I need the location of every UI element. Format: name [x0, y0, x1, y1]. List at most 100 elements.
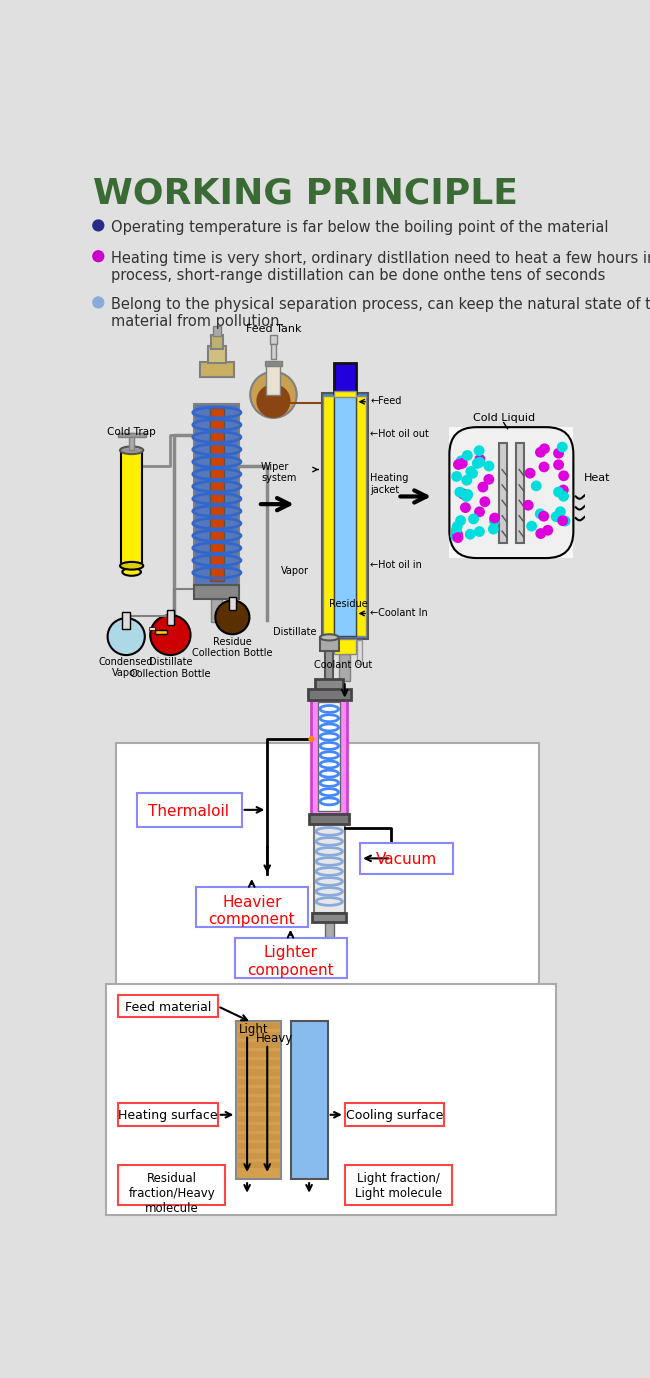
Bar: [357, 641, 362, 664]
Circle shape: [557, 515, 568, 526]
Bar: [309, 813, 350, 824]
Text: ←Hot oil in: ←Hot oil in: [370, 561, 422, 570]
Circle shape: [558, 485, 569, 496]
Bar: [312, 914, 346, 922]
FancyBboxPatch shape: [137, 792, 242, 827]
FancyBboxPatch shape: [344, 1164, 452, 1204]
Bar: [320, 639, 339, 652]
Text: ←Hot oil out: ←Hot oil out: [370, 430, 429, 440]
FancyBboxPatch shape: [118, 1104, 218, 1126]
Circle shape: [451, 525, 462, 536]
Text: Heavy: Heavy: [255, 1032, 293, 1045]
Circle shape: [558, 470, 569, 481]
Bar: [122, 612, 130, 628]
Text: Heating
jacket: Heating jacket: [370, 474, 409, 495]
Circle shape: [256, 384, 291, 418]
Circle shape: [455, 515, 466, 526]
Bar: [211, 599, 222, 621]
FancyBboxPatch shape: [449, 427, 573, 558]
Text: Heavier
component: Heavier component: [209, 894, 295, 927]
Circle shape: [215, 601, 250, 634]
Bar: [194, 586, 239, 599]
Text: Lighter
component: Lighter component: [247, 945, 334, 978]
Ellipse shape: [449, 427, 573, 451]
Circle shape: [535, 446, 546, 457]
Circle shape: [454, 486, 465, 497]
Circle shape: [308, 736, 315, 743]
Bar: [121, 451, 142, 566]
Circle shape: [452, 529, 463, 539]
Circle shape: [108, 619, 145, 655]
Text: Vapor: Vapor: [281, 566, 309, 576]
Circle shape: [489, 513, 500, 524]
Circle shape: [93, 220, 104, 230]
Circle shape: [150, 615, 190, 655]
Circle shape: [462, 451, 473, 460]
Circle shape: [489, 515, 500, 526]
Circle shape: [557, 442, 567, 452]
Circle shape: [484, 474, 494, 485]
Circle shape: [465, 466, 476, 477]
Bar: [315, 679, 343, 690]
Circle shape: [539, 444, 550, 455]
Bar: [238, 1097, 280, 1104]
Bar: [129, 433, 134, 451]
Circle shape: [525, 467, 536, 478]
Bar: [207, 346, 226, 364]
Circle shape: [558, 491, 569, 502]
Bar: [291, 1021, 328, 1178]
Bar: [238, 1116, 280, 1122]
Circle shape: [474, 526, 485, 537]
Text: Vacuum: Vacuum: [376, 852, 437, 867]
Circle shape: [526, 521, 537, 532]
Bar: [311, 700, 347, 813]
Circle shape: [542, 525, 553, 536]
Bar: [200, 361, 234, 378]
Bar: [213, 325, 221, 336]
Circle shape: [553, 459, 564, 470]
Bar: [339, 655, 350, 681]
Bar: [229, 597, 236, 610]
Ellipse shape: [122, 568, 141, 576]
Ellipse shape: [322, 938, 337, 944]
Bar: [166, 609, 174, 626]
Bar: [334, 364, 356, 393]
Circle shape: [452, 532, 463, 543]
Circle shape: [474, 456, 485, 467]
Circle shape: [536, 528, 546, 539]
Circle shape: [538, 511, 549, 522]
Bar: [318, 701, 340, 812]
Text: Distillate
Collection Bottle: Distillate Collection Bottle: [130, 657, 211, 679]
Text: Wiper
system: Wiper system: [261, 462, 296, 484]
Bar: [236, 1021, 281, 1178]
Circle shape: [551, 511, 562, 522]
Bar: [322, 393, 368, 639]
Circle shape: [560, 515, 571, 526]
Bar: [238, 1032, 280, 1039]
Circle shape: [452, 521, 463, 532]
Bar: [343, 646, 359, 653]
Circle shape: [535, 508, 545, 520]
Bar: [307, 689, 351, 700]
Circle shape: [457, 457, 468, 469]
Circle shape: [480, 496, 490, 507]
Bar: [270, 335, 276, 344]
Circle shape: [458, 489, 469, 499]
Circle shape: [467, 469, 478, 478]
FancyBboxPatch shape: [196, 887, 308, 927]
FancyBboxPatch shape: [118, 1164, 226, 1204]
Bar: [149, 627, 155, 630]
Bar: [211, 335, 223, 349]
Text: Cold Liquid: Cold Liquid: [473, 413, 535, 423]
Bar: [334, 395, 356, 635]
Circle shape: [539, 462, 549, 473]
Bar: [238, 1144, 280, 1149]
Text: Light: Light: [239, 1022, 269, 1036]
Text: Cooling surface: Cooling surface: [346, 1109, 443, 1122]
Bar: [265, 361, 282, 365]
Bar: [238, 1060, 280, 1067]
Circle shape: [93, 298, 104, 307]
Text: Cold Trap: Cold Trap: [107, 427, 156, 437]
Circle shape: [250, 372, 296, 418]
Bar: [314, 824, 344, 914]
